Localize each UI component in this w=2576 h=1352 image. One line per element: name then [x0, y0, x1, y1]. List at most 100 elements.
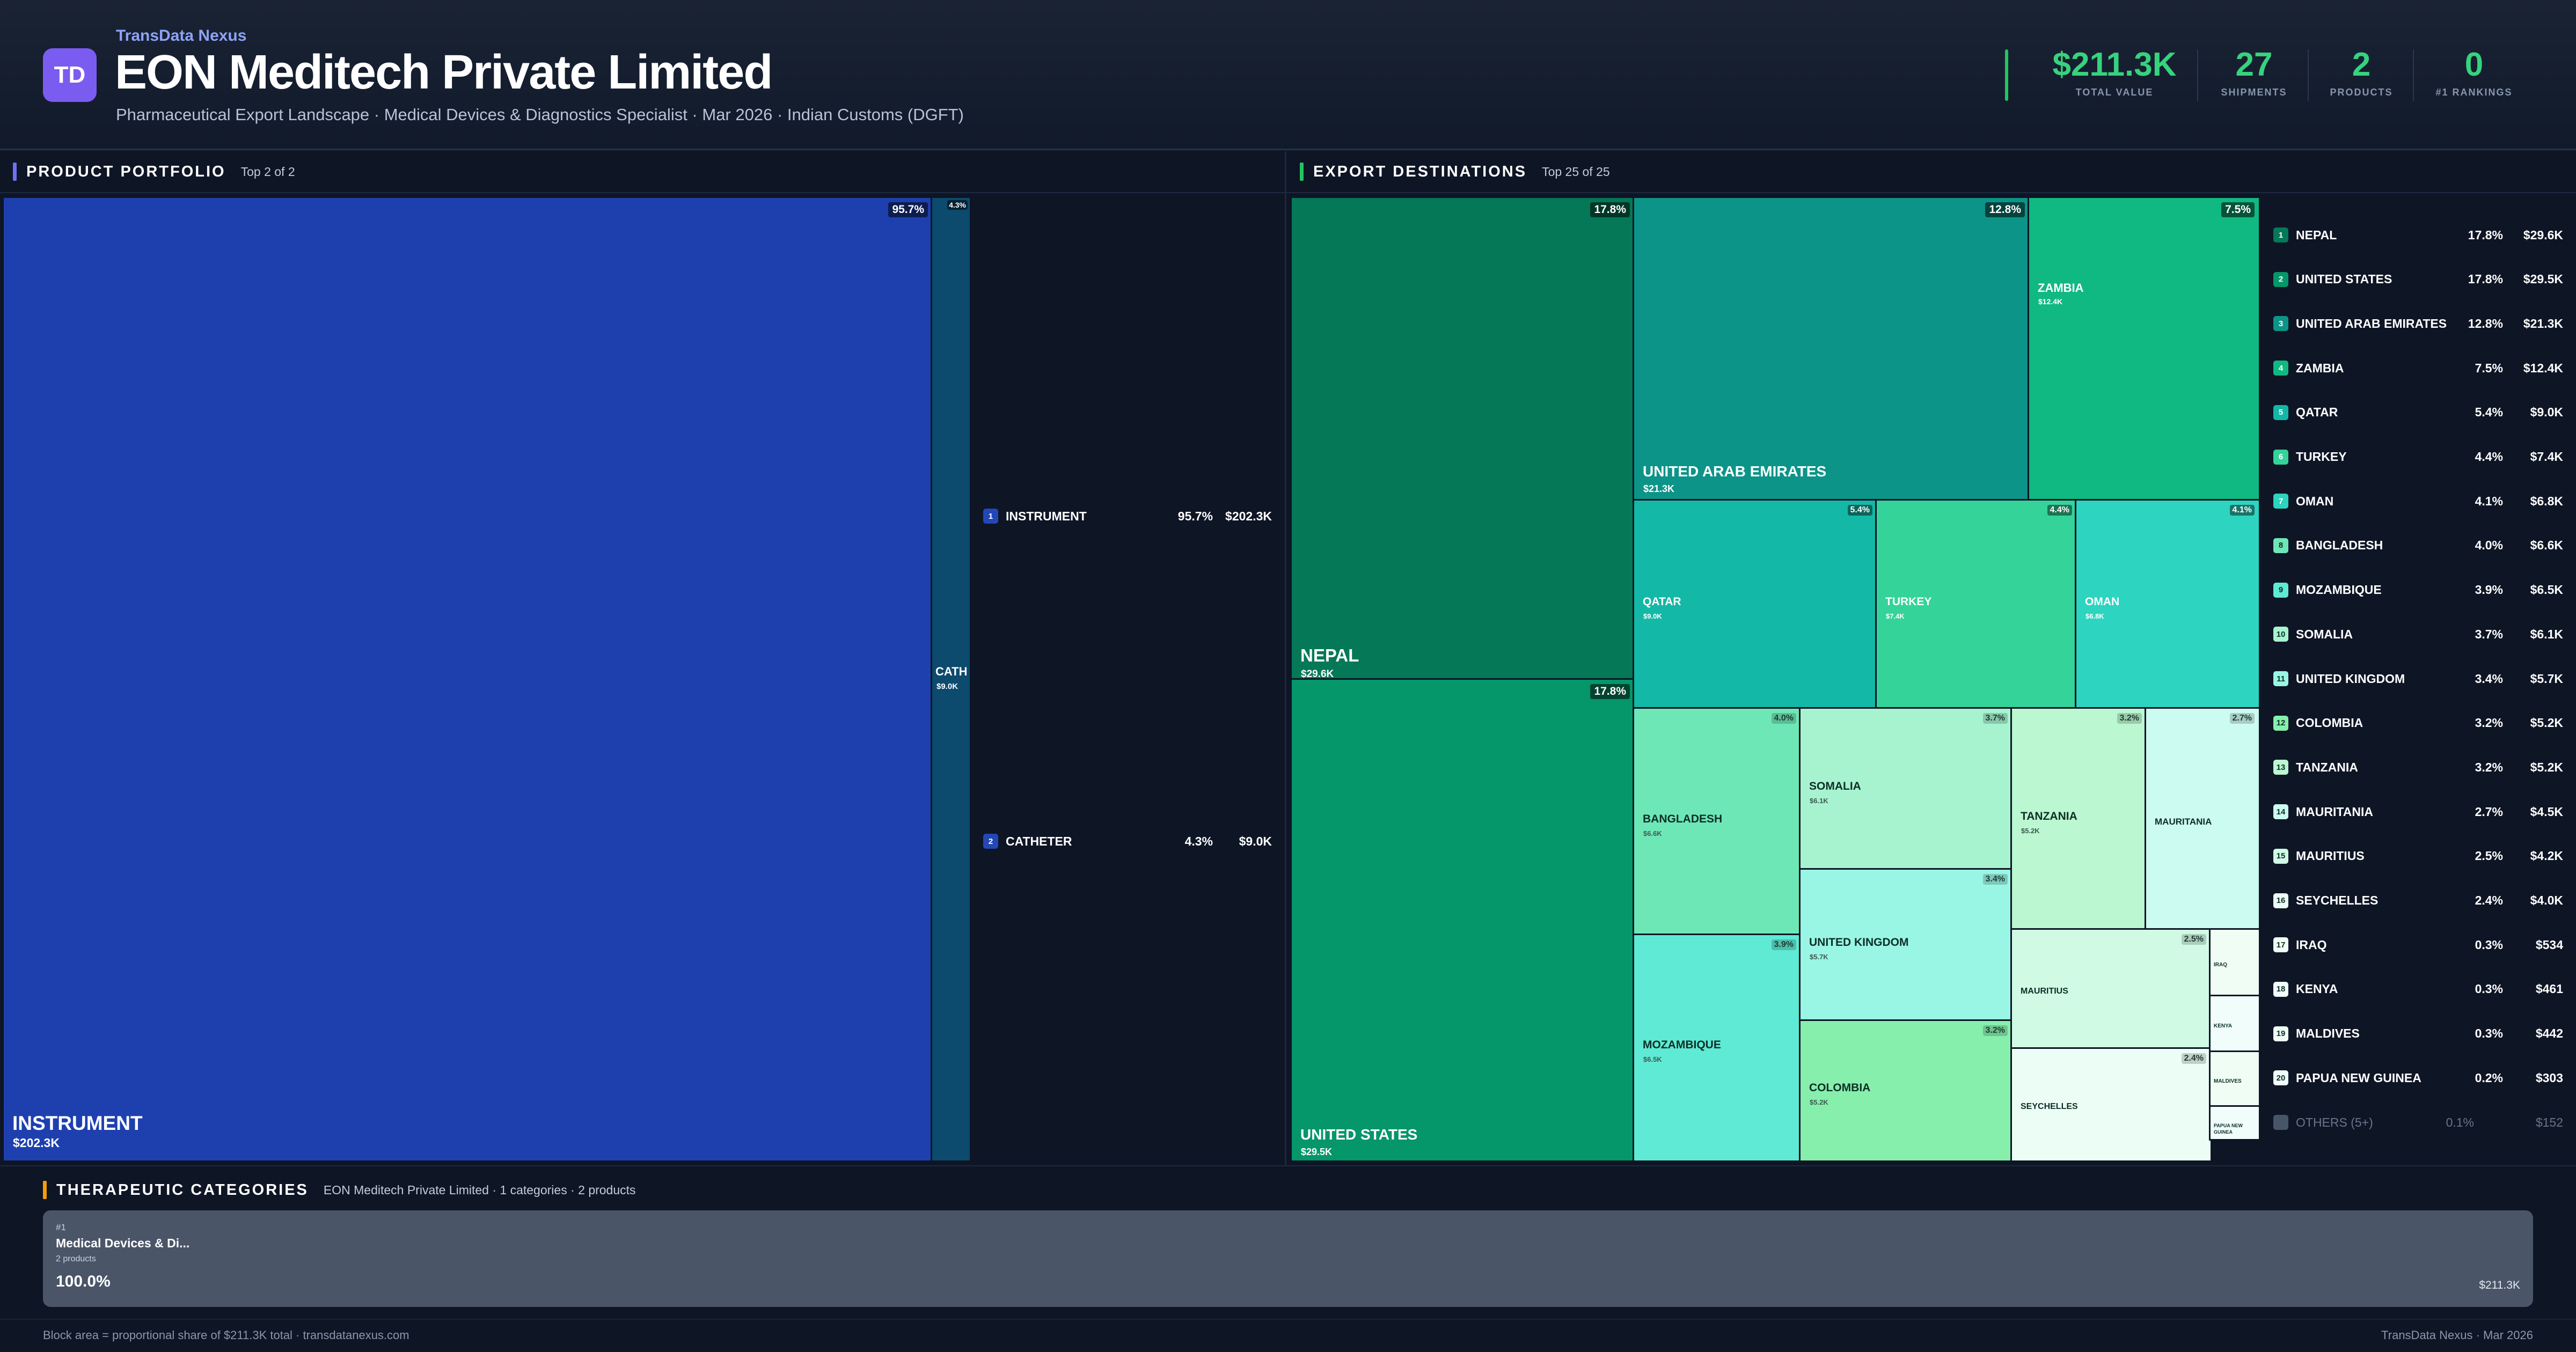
list-item[interactable]: 5 QATAR 5.4% $9.0K	[2273, 403, 2563, 422]
treemap-block[interactable]: 3.9% MOZAMBIQUE $6.5K	[1633, 934, 1802, 1162]
category-block[interactable]: #1 Medical Devices & Di... 2 products 10…	[43, 1210, 2533, 1307]
list-item-pct: 0.3%	[2475, 982, 2503, 996]
block-pct: 2.7%	[2229, 713, 2255, 724]
list-item-label: INSTRUMENT	[1006, 509, 1087, 523]
list-item[interactable]: 6 TURKEY 4.4% $7.4K	[2273, 447, 2563, 467]
list-item-others[interactable]: OTHERS (5+) 0.1% $152	[2273, 1113, 2563, 1132]
kpi-value: 0	[2464, 46, 2484, 83]
treemap-block[interactable]: 2.5% MAURITIUS	[2010, 928, 2212, 1050]
kpi-divider	[2197, 49, 2198, 101]
list-item-label: SEYCHELLES	[2296, 893, 2379, 907]
list-item-label: NEPAL	[2296, 227, 2337, 242]
block-value: $9.0K	[936, 682, 958, 691]
treemap-block[interactable]: PAPUA NEW GUINEA	[2209, 1105, 2260, 1141]
list-item-value: $9.0K	[2530, 405, 2563, 420]
treemap-block[interactable]: 3.7% SOMALIA $6.1K	[1799, 707, 2014, 871]
rank-badge: 11	[2273, 671, 2288, 686]
rank-badge: 17	[2273, 937, 2288, 953]
list-item-value: $5.7K	[2530, 671, 2563, 686]
rank-badge: 1	[2273, 227, 2288, 243]
treemap-block[interactable]: 3.2% COLOMBIA $5.2K	[1799, 1019, 2014, 1162]
treemap-block[interactable]: 7.5% ZAMBIA $12.4K	[2028, 196, 2260, 502]
treemap-block[interactable]: 2.4% SEYCHELLES	[2010, 1047, 2212, 1162]
treemap-block[interactable]: 4.4% TURKEY $7.4K	[1875, 499, 2078, 710]
treemap-block[interactable]: 5.4% QATAR $9.0K	[1633, 499, 1878, 710]
list-item[interactable]: 2 CATHETER 4.3% $9.0K	[983, 832, 1273, 851]
list-item-label: QATAR	[2296, 405, 2338, 420]
portfolio-title: PRODUCT PORTFOLIO	[26, 163, 226, 180]
list-item[interactable]: 12 COLOMBIA 3.2% $5.2K	[2273, 714, 2563, 733]
list-item[interactable]: 4 ZAMBIA 7.5% $12.4K	[2273, 358, 2563, 378]
treemap-block[interactable]: 17.8% NEPAL $29.6K	[1290, 196, 1636, 681]
treemap-block[interactable]: 4.0% BANGLADESH $6.6K	[1633, 707, 1802, 937]
category-rank: #1	[56, 1222, 66, 1232]
kpi-shipments: 27 SHIPMENTS	[2206, 46, 2302, 98]
kpi-value: 27	[2235, 46, 2273, 83]
rank-badge: 2	[983, 834, 998, 849]
treemap-block[interactable]: MALDIVES	[2209, 1050, 2260, 1108]
list-item-pct: 95.7%	[1177, 509, 1213, 523]
list-item-value: $9.0K	[1239, 834, 1272, 848]
treemap-block[interactable]: 95.7% INSTRUMENT $202.3K	[2, 196, 934, 1162]
block-pct: 4.1%	[2229, 505, 2255, 516]
block-value: $5.2K	[2021, 827, 2040, 835]
list-item[interactable]: 3 UNITED ARAB EMIRATES 12.8% $21.3K	[2273, 314, 2563, 333]
treemap-block[interactable]: 2.7% MAURITANIA	[2145, 707, 2260, 931]
brand-name: TransData Nexus	[116, 27, 247, 45]
block-label: MAURITIUS	[2021, 987, 2068, 996]
rank-badge: 18	[2273, 981, 2288, 997]
list-item[interactable]: 8 BANGLADESH 4.0% $6.6K	[2273, 536, 2563, 555]
divider	[0, 1165, 2576, 1166]
list-item[interactable]: 14 MAURITANIA 2.7% $4.5K	[2273, 802, 2563, 821]
list-item[interactable]: 2 UNITED STATES 17.8% $29.5K	[2273, 270, 2563, 289]
list-item[interactable]: 7 OMAN 4.1% $6.8K	[2273, 491, 2563, 511]
kpi-total-value: $211.3K TOTAL VALUE	[2039, 46, 2190, 98]
list-item-label: UNITED KINGDOM	[2296, 671, 2405, 686]
footer-credit: TransData Nexus · Mar 2026	[2381, 1328, 2533, 1342]
rank-badge: 7	[2273, 494, 2288, 509]
block-label: UNITED KINGDOM	[1809, 936, 1909, 949]
list-item[interactable]: 10 SOMALIA 3.7% $6.1K	[2273, 624, 2563, 644]
list-item[interactable]: 1 NEPAL 17.8% $29.6K	[2273, 225, 2563, 245]
categories-header: THERAPEUTIC CATEGORIES EON Meditech Priv…	[43, 1179, 636, 1201]
list-item[interactable]: 18 KENYA 0.3% $461	[2273, 980, 2563, 999]
block-pct: 5.4%	[1847, 505, 1872, 516]
rank-badge: 3	[2273, 316, 2288, 332]
block-label: NEPAL	[1300, 645, 1359, 665]
list-item-value: $6.6K	[2530, 538, 2563, 553]
list-item[interactable]: 11 UNITED KINGDOM 3.4% $5.7K	[2273, 669, 2563, 688]
list-item-value: $12.4K	[2523, 361, 2563, 375]
list-item-pct: 17.8%	[2468, 272, 2503, 286]
treemap-block[interactable]: 3.2% TANZANIA $5.2K	[2010, 707, 2148, 931]
category-value: $211.3K	[2479, 1279, 2520, 1291]
list-item[interactable]: 20 PAPUA NEW GUINEA 0.2% $303	[2273, 1068, 2563, 1088]
block-pct: 12.8%	[1985, 202, 2025, 217]
list-item[interactable]: 17 IRAQ 0.3% $534	[2273, 935, 2563, 954]
treemap-block[interactable]: IRAQ	[2209, 928, 2260, 998]
list-item-value: $4.2K	[2530, 849, 2563, 863]
treemap-block[interactable]: 4.1% OMAN $6.8K	[2075, 499, 2260, 710]
list-item[interactable]: 19 MALDIVES 0.3% $442	[2273, 1024, 2563, 1044]
list-item-pct: 4.1%	[2475, 494, 2503, 508]
list-item[interactable]: 9 MOZAMBIQUE 3.9% $6.5K	[2273, 581, 2563, 600]
list-item-value: $461	[2535, 982, 2563, 996]
treemap-block[interactable]: KENYA	[2209, 995, 2260, 1054]
list-item[interactable]: 1 INSTRUMENT 95.7% $202.3K	[983, 506, 1273, 526]
treemap-block[interactable]: 3.4% UNITED KINGDOM $5.7K	[1799, 868, 2014, 1023]
block-pct: 17.8%	[1590, 202, 1630, 217]
block-pct: 4.4%	[2047, 505, 2072, 516]
treemap-block[interactable]: 17.8% UNITED STATES $29.5K	[1290, 678, 1636, 1162]
list-item[interactable]: 16 SEYCHELLES 2.4% $4.0K	[2273, 891, 2563, 910]
list-item[interactable]: 13 TANZANIA 3.2% $5.2K	[2273, 758, 2563, 777]
rank-badge: 5	[2273, 405, 2288, 420]
treemap-block[interactable]: 12.8% UNITED ARAB EMIRATES $21.3K	[1633, 196, 2031, 502]
list-item[interactable]: 15 MAURITIUS 2.5% $4.2K	[2273, 847, 2563, 866]
list-item-label: UNITED STATES	[2296, 272, 2392, 286]
page-subtitle: Pharmaceutical Export Landscape · Medica…	[116, 105, 964, 124]
list-item-pct: 3.7%	[2475, 627, 2503, 641]
block-value: $6.5K	[1643, 1055, 1662, 1063]
treemap-block[interactable]: 4.3% CATH $9.0K	[931, 196, 971, 1162]
kpi-divider	[2308, 49, 2309, 101]
list-item-label: OTHERS (5+)	[2296, 1115, 2373, 1129]
list-item-label: COLOMBIA	[2296, 716, 2363, 730]
